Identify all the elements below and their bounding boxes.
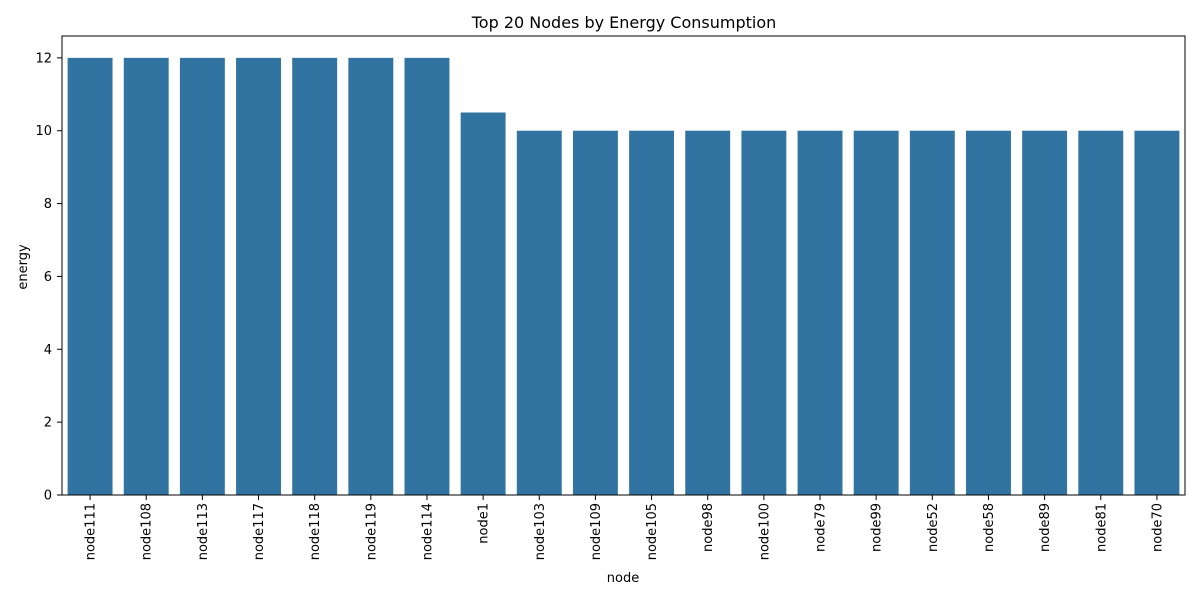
bar-node103	[516, 130, 562, 495]
bar-node58	[966, 130, 1011, 495]
x-tick-label: node103	[533, 503, 548, 560]
y-tick-label: 12	[35, 51, 52, 66]
x-tick-label: node70	[1150, 503, 1165, 552]
x-tick-label: node100	[757, 503, 772, 560]
bar-node113	[179, 57, 225, 495]
bar-node70	[1134, 130, 1180, 495]
x-tick-label: node58	[982, 503, 997, 552]
bar-node99	[853, 130, 899, 495]
x-axis-label: node	[607, 571, 639, 586]
x-tick-label: node79	[814, 503, 829, 552]
x-tick-label: node52	[926, 503, 941, 552]
bar-node79	[797, 130, 843, 495]
bar-node98	[685, 130, 731, 495]
bar-node81	[1078, 130, 1124, 495]
bar-node111	[67, 57, 113, 495]
bar-node117	[236, 57, 281, 495]
x-tick-label: node98	[701, 503, 716, 552]
x-tick-label: node117	[252, 503, 267, 560]
y-axis-label: energy	[16, 244, 31, 290]
bar-node108	[123, 57, 169, 495]
bar-node109	[572, 130, 618, 495]
y-tick-label: 8	[44, 197, 52, 212]
x-tick-label: node1	[477, 503, 492, 544]
y-tick-label: 4	[44, 343, 52, 358]
x-tick-label: node89	[1038, 503, 1053, 552]
bar-node105	[629, 130, 675, 495]
y-tick-label: 2	[44, 416, 52, 431]
x-tick-label: node81	[1094, 503, 1109, 552]
x-tick-label: node109	[589, 503, 604, 560]
bar-node114	[404, 57, 450, 495]
x-tick-label: node111	[84, 503, 99, 560]
y-axis-ticks: 0 2 4 6 8 10 12	[35, 51, 62, 504]
bar-node119	[348, 57, 394, 495]
x-tick-label: node113	[196, 503, 211, 560]
x-tick-label: node105	[645, 503, 660, 560]
x-tick-label: node114	[420, 503, 435, 560]
bars-group	[67, 57, 1180, 495]
bar-node1	[460, 112, 506, 495]
plot-frame	[61, 35, 1186, 496]
bar-node52	[909, 130, 955, 495]
x-tick-label: node99	[870, 503, 885, 552]
y-tick-label: 0	[44, 489, 52, 504]
y-tick-label: 6	[44, 270, 52, 285]
bar-node100	[741, 130, 787, 495]
y-tick-label: 10	[35, 124, 52, 139]
x-tick-label: node119	[364, 503, 379, 560]
chart-title: Top 20 Nodes by Energy Consumption	[471, 13, 777, 32]
x-tick-label: node108	[140, 503, 155, 560]
bar-node89	[1022, 130, 1068, 495]
x-axis-ticks: node111 node108 node113 node117 node118 node1…	[84, 495, 1165, 560]
x-tick-label: node118	[308, 503, 323, 560]
bar-node118	[292, 57, 338, 495]
